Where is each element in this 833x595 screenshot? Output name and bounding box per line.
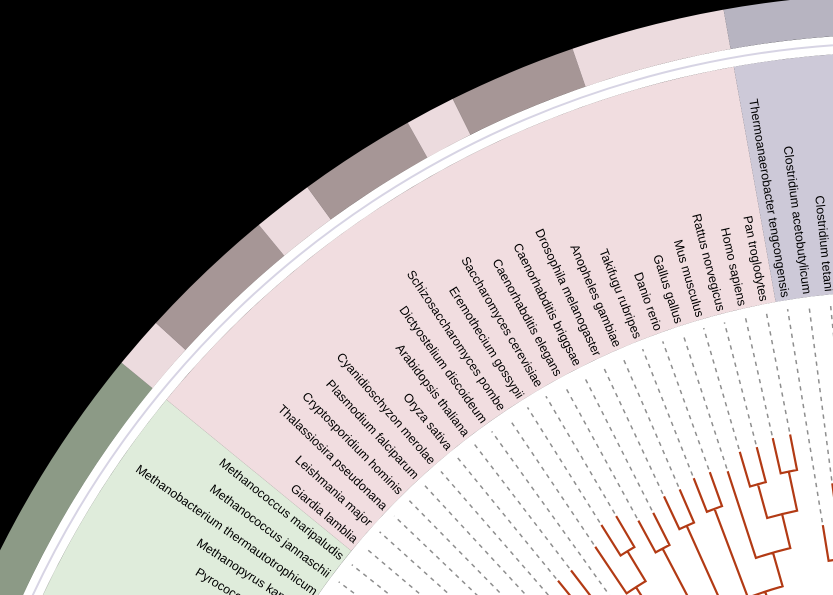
guide-line-25 [702,327,740,450]
guide-line-11 [440,471,550,595]
guide-line-5 [351,564,392,595]
ring-segment-3 [258,187,331,256]
guide-line-26 [723,322,757,445]
guide-line-15 [508,418,595,545]
domain-bands [42,54,833,595]
guide-line-20 [602,365,664,495]
guide-line-29 [786,308,824,523]
guide-line-18 [563,385,638,519]
guide-line-8 [393,515,478,595]
domain-band-archaea [42,399,352,595]
leaf-guide-lines [338,303,833,595]
gap-accent-circle [31,44,833,595]
ring-segment-8 [723,0,833,49]
ring-segment-6 [452,48,586,135]
ring-segment-2 [155,224,285,350]
ring-segment-7 [572,9,731,87]
tree-branches [557,434,833,595]
ring-segment-5 [407,98,471,158]
guide-line-27 [744,317,773,436]
guide-line-28 [765,312,791,432]
guide-line-21 [622,357,680,487]
guide-line-30 [808,305,833,481]
guide-line-14 [491,430,611,595]
inner-disc [318,294,833,595]
ring-segment-0 [0,362,153,595]
domain-band-bacteria [733,54,833,302]
guide-line-24 [682,334,728,469]
guide-line-19 [583,375,653,511]
ring-segment-1 [121,322,186,389]
domain-band-eukaryota [166,66,776,551]
ring-segment-4 [307,122,428,220]
